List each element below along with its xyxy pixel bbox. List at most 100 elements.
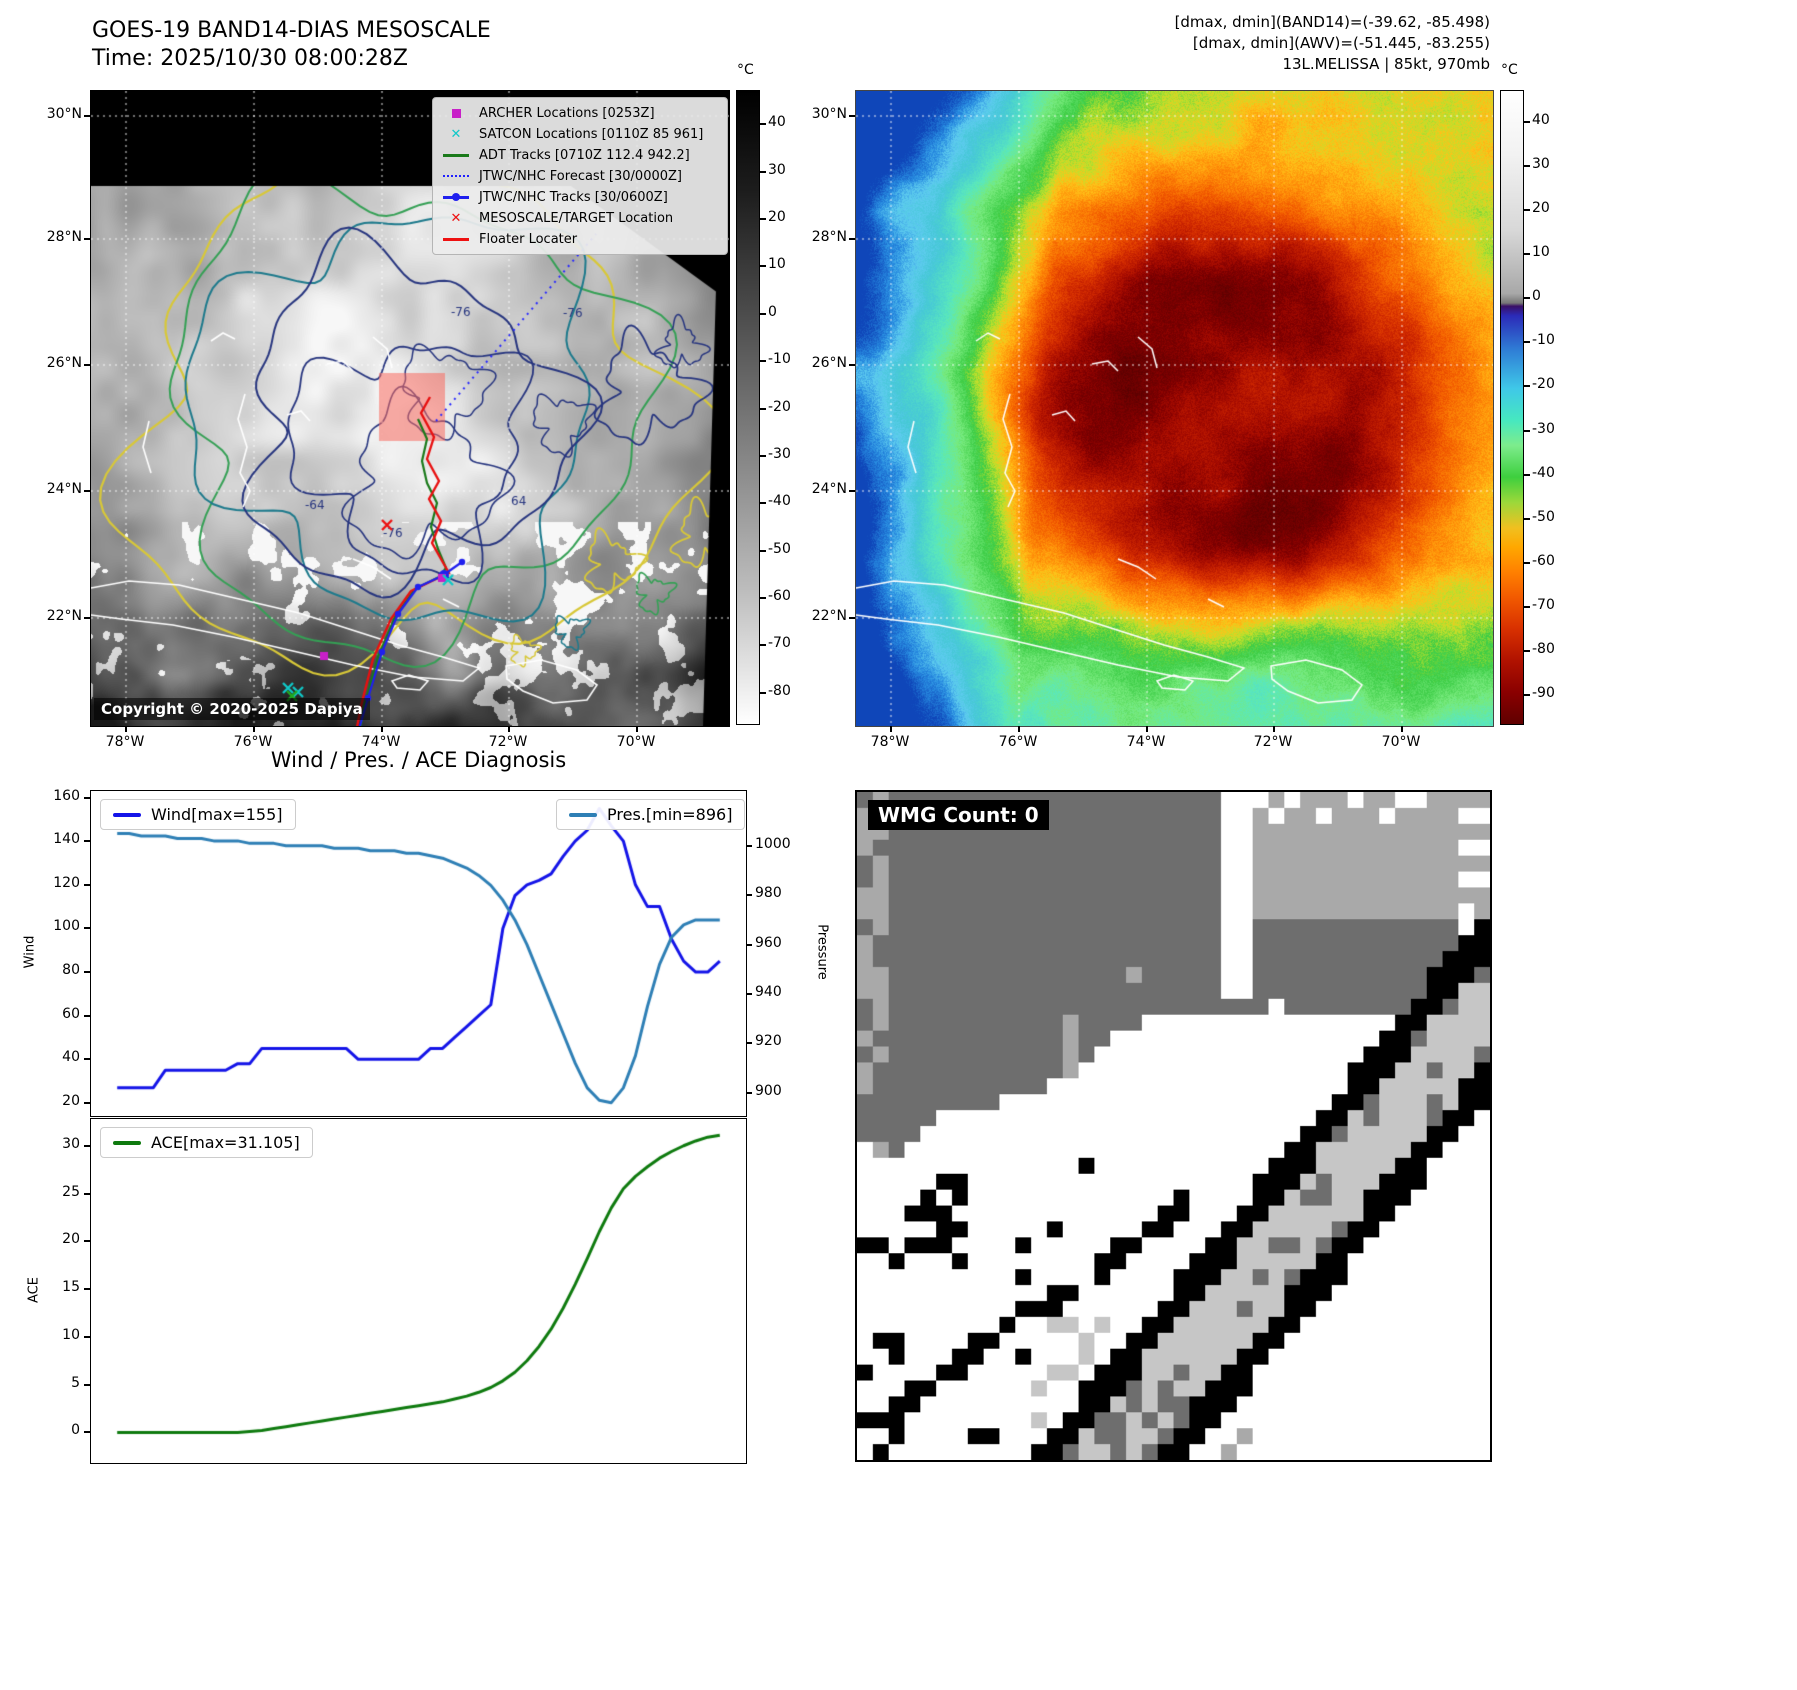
lon-tick-mark	[125, 726, 127, 732]
storm-status-text: 13L.MELISSA | 85kt, 970mb	[1282, 55, 1490, 73]
y-tick-label: 5	[71, 1374, 80, 1391]
y-tick-mark	[746, 943, 752, 946]
colorbar-tick-mark	[1524, 561, 1530, 564]
wind-pressure-chart	[90, 790, 747, 1117]
lon-tick-label: 74°W	[361, 734, 401, 750]
y-tick-mark	[84, 883, 90, 886]
lat-tick-mark	[849, 617, 855, 619]
y-tick-label: 960	[755, 934, 782, 951]
line-dot-marker-icon	[441, 193, 471, 201]
dmax-dmin-band14-text: [dmax, dmin](BAND14)=(-39.62, -85.498)	[1174, 13, 1490, 31]
panel1-subtitle: Time: 2025/10/30 08:00:28Z	[92, 46, 408, 71]
lat-tick-label: 22°N	[811, 608, 847, 624]
lon-tick-mark	[1273, 726, 1275, 732]
wmg-grid-image	[855, 790, 1492, 1462]
wind-legend: Wind[max=155]	[100, 799, 296, 830]
colorbar-tick-label: 0	[768, 303, 777, 320]
awv-satellite-map	[855, 90, 1494, 727]
colorbar-tick-mark	[1524, 473, 1530, 476]
y-tick-mark	[84, 927, 90, 930]
legend-item-label: JTWC/NHC Tracks [30/0600Z]	[479, 189, 668, 205]
ace-line-swatch	[113, 1140, 141, 1145]
colorbar-tick-label: 30	[1532, 155, 1550, 172]
copyright-watermark: Copyright © 2020-2025 Dapiya	[94, 698, 370, 720]
y-tick-label: 10	[62, 1326, 80, 1343]
colorbar-tick-mark	[760, 407, 766, 410]
lon-tick-mark	[508, 726, 510, 732]
awv-colorbar	[1500, 90, 1524, 725]
diagnosis-chart-title: Wind / Pres. / ACE Diagnosis	[270, 748, 567, 772]
colorbar-tick-label: -60	[1532, 552, 1555, 569]
panel2-header: [dmax, dmin](BAND14)=(-39.62, -85.498) […	[1175, 12, 1490, 75]
line-marker-icon	[441, 237, 471, 241]
colorbar-tick-label: -80	[1532, 641, 1555, 658]
colorbar-tick-mark	[1524, 120, 1530, 123]
legend-item: ✕ SATCON Locations [0110Z 85 961]	[441, 125, 719, 143]
lon-tick-label: 78°W	[105, 734, 145, 750]
legend-item: JTWC/NHC Tracks [30/0600Z]	[441, 188, 719, 206]
legend-item: ADT Tracks [0710Z 112.4 942.2]	[441, 146, 719, 164]
dmax-dmin-awv-text: [dmax, dmin](AWV)=(-51.445, -83.255)	[1192, 34, 1490, 52]
lat-tick-mark	[849, 490, 855, 492]
y-tick-label: 100	[53, 918, 80, 935]
ace-legend-label: ACE[max=31.105]	[151, 1133, 300, 1152]
lat-tick-mark	[849, 238, 855, 240]
colorbar-tick-label: 40	[768, 114, 786, 131]
y-tick-mark	[84, 1431, 90, 1434]
y-tick-mark	[84, 1240, 90, 1243]
lon-tick-label: 72°W	[488, 734, 528, 750]
y-tick-label: 20	[62, 1092, 80, 1109]
colorbar-tick-label: -20	[768, 398, 791, 415]
ace-legend: ACE[max=31.105]	[100, 1127, 313, 1158]
legend-item-label: ADT Tracks [0710Z 112.4 942.2]	[479, 147, 690, 163]
y-tick-label: 980	[755, 885, 782, 902]
y-tick-mark	[84, 1288, 90, 1291]
y-tick-mark	[84, 1335, 90, 1338]
wind-legend-label: Wind[max=155]	[151, 805, 283, 824]
wind-line-swatch	[113, 812, 141, 817]
lat-tick-mark	[84, 115, 90, 117]
panel1-title: GOES-19 BAND14-DIAS MESOSCALE	[92, 18, 491, 43]
y-tick-mark	[746, 894, 752, 897]
colorbar-tick-mark	[760, 691, 766, 694]
colorbar-tick-label: -40	[768, 493, 791, 510]
lon-tick-label: 70°W	[1381, 734, 1421, 750]
y-tick-mark	[84, 1383, 90, 1386]
y-tick-label: 0	[71, 1422, 80, 1439]
lat-tick-label: 28°N	[46, 229, 82, 245]
lat-tick-mark	[84, 364, 90, 366]
wind-axis-label: Wind	[22, 935, 38, 969]
y-tick-mark	[84, 971, 90, 974]
lon-tick-label: 70°W	[616, 734, 656, 750]
colorbar-tick-label: 10	[1532, 244, 1550, 261]
band14-colorbar-unit: °C	[737, 62, 754, 78]
y-tick-mark	[746, 844, 752, 847]
colorbar-tick-label: -70	[1532, 596, 1555, 613]
colorbar-tick-label: -60	[768, 588, 791, 605]
colorbar-tick-mark	[1524, 209, 1530, 212]
y-tick-mark	[746, 1091, 752, 1094]
colorbar-tick-mark	[1524, 297, 1530, 300]
y-tick-mark	[84, 1192, 90, 1195]
colorbar-tick-mark	[1524, 650, 1530, 653]
colorbar-tick-label: 30	[768, 161, 786, 178]
colorbar-tick-mark	[760, 502, 766, 505]
lon-tick-label: 74°W	[1126, 734, 1166, 750]
legend-item-label: Floater Locater	[479, 231, 578, 247]
y-tick-mark	[746, 993, 752, 995]
y-tick-label: 940	[755, 984, 782, 1000]
awv-colorbar-unit: °C	[1501, 62, 1518, 78]
legend-item-label: ARCHER Locations [0253Z]	[479, 105, 655, 121]
colorbar-tick-label: -10	[768, 351, 791, 368]
colorbar-tick-mark	[760, 123, 766, 126]
colorbar-tick-mark	[760, 597, 766, 600]
y-tick-mark	[746, 1042, 752, 1045]
colorbar-tick-mark	[1524, 341, 1530, 344]
colorbar-tick-mark	[760, 312, 766, 315]
y-tick-label: 1000	[755, 835, 791, 852]
colorbar-tick-mark	[760, 549, 766, 552]
line-marker-icon	[441, 153, 471, 157]
lon-tick-mark	[1146, 726, 1148, 732]
y-tick-label: 920	[755, 1033, 782, 1050]
colorbar-tick-label: -30	[1532, 420, 1555, 437]
